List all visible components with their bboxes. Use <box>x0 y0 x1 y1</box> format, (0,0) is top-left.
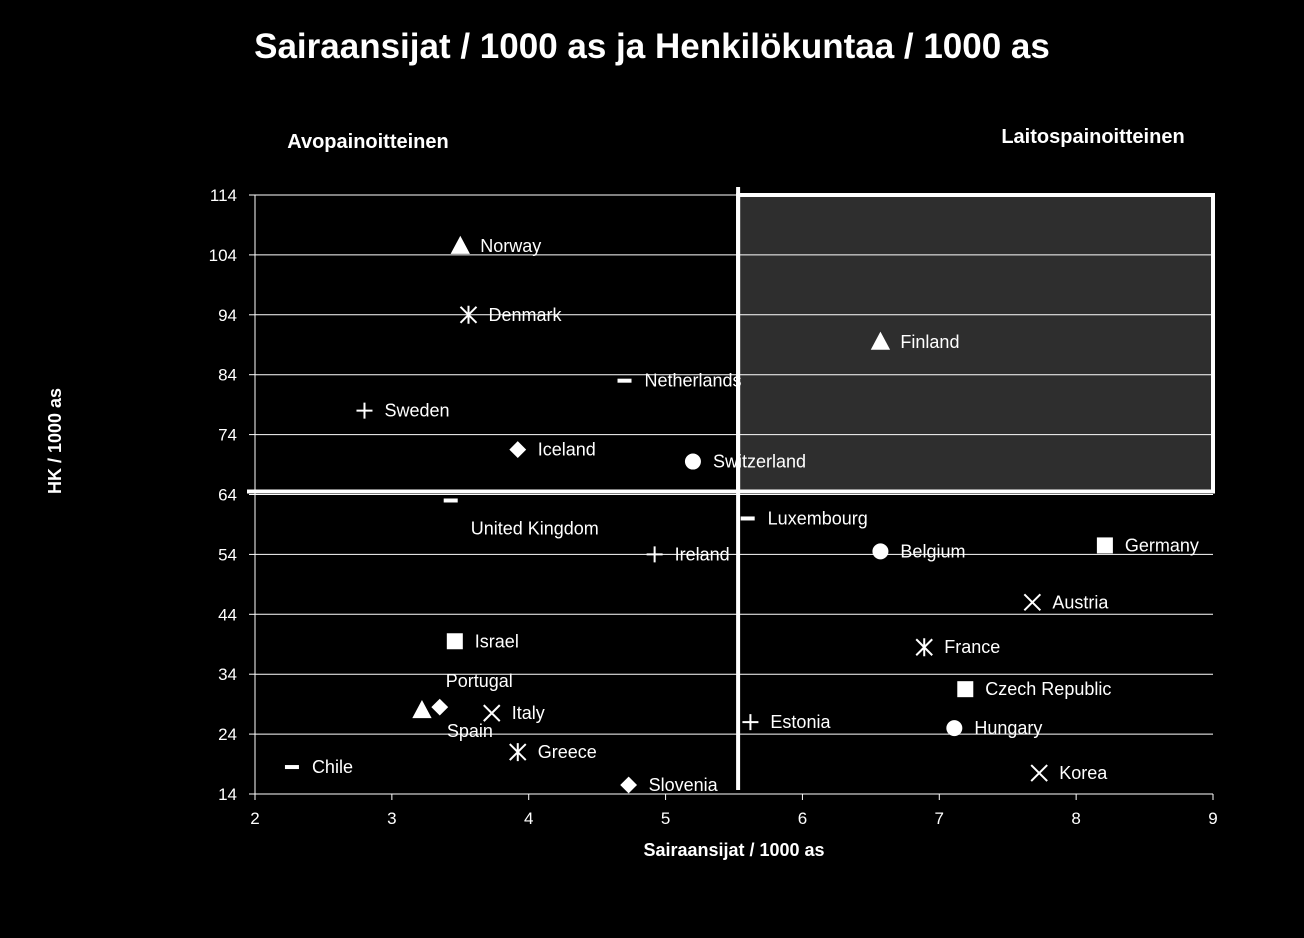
point-label: Switzerland <box>713 452 806 472</box>
point-label: Sweden <box>384 401 449 421</box>
y-tick-label: 34 <box>218 665 237 684</box>
quadrant-label-left: Avopainoitteinen <box>287 131 448 153</box>
data-point-plus <box>646 546 663 563</box>
point-label: Spain <box>447 721 493 741</box>
data-point-asterisk <box>509 743 527 762</box>
data-point-triangle <box>450 235 470 254</box>
point-label: Austria <box>1052 592 1109 612</box>
y-tick-label: 94 <box>218 306 237 325</box>
data-point-x <box>1023 593 1042 612</box>
quadrant-label-right: Laitospainoitteinen <box>1001 126 1184 148</box>
x-tick-label: 6 <box>798 809 807 828</box>
x-tick-label: 8 <box>1071 809 1080 828</box>
data-point-square <box>957 681 974 698</box>
y-tick-label: 114 <box>210 186 237 205</box>
data-point-circle <box>872 543 889 560</box>
x-axis-title: Sairaansijat / 1000 as <box>643 840 824 860</box>
point-label: Luxembourg <box>768 508 868 528</box>
data-point-circle <box>946 720 963 737</box>
point-label: Netherlands <box>645 371 742 391</box>
y-tick-label: 84 <box>218 366 237 385</box>
x-tick-label: 5 <box>661 809 670 828</box>
x-tick-label: 2 <box>250 809 259 828</box>
x-tick-label: 4 <box>524 809 533 828</box>
y-tick-label: 24 <box>218 725 237 744</box>
point-label: Portugal <box>446 671 513 691</box>
y-tick-label: 54 <box>218 545 237 564</box>
data-point-asterisk <box>915 638 933 657</box>
data-point-x <box>1030 764 1048 782</box>
point-label: Finland <box>900 332 959 352</box>
data-point-dash <box>617 378 632 383</box>
point-label: Belgium <box>900 541 965 561</box>
data-point-circle <box>684 453 701 470</box>
point-label: France <box>944 637 1000 657</box>
y-tick-label: 64 <box>218 486 237 505</box>
point-label: Korea <box>1059 763 1108 783</box>
data-point-square <box>446 633 463 650</box>
data-point-plus <box>742 714 759 731</box>
point-label: Israel <box>475 631 519 651</box>
point-label: Estonia <box>770 712 831 732</box>
point-label: Czech Republic <box>985 679 1111 699</box>
x-tick-label: 7 <box>935 809 944 828</box>
y-axis-title: HK / 1000 as <box>45 388 65 494</box>
data-point-plus <box>356 402 373 419</box>
y-tick-label: 74 <box>218 426 237 445</box>
data-point-square <box>1096 537 1113 554</box>
point-label: United Kingdom <box>471 518 599 538</box>
chart-title: Sairaansijat / 1000 as ja Henkilökuntaa … <box>254 27 1050 66</box>
point-label: Hungary <box>974 718 1042 738</box>
point-label: Italy <box>512 703 545 723</box>
data-point-x <box>483 704 501 722</box>
y-tick-label: 104 <box>209 246 237 265</box>
x-tick-label: 9 <box>1208 809 1217 828</box>
y-tick-label: 44 <box>218 605 237 624</box>
x-tick-labels: 2 3 4 5 6 7 8 9 <box>250 794 1218 828</box>
data-point-diamond <box>620 776 638 794</box>
data-point-dash <box>443 498 458 503</box>
point-label: Slovenia <box>649 775 719 795</box>
point-label: Chile <box>312 757 353 777</box>
data-point-triangle <box>870 331 891 350</box>
data-point-dash <box>740 516 755 521</box>
point-label: Norway <box>480 236 541 256</box>
data-points: Norway Denmark Finland Netherlands Sweden Ice… <box>284 235 1199 795</box>
highlight-region <box>738 195 1213 492</box>
point-label: Iceland <box>538 440 596 460</box>
point-label: Germany <box>1125 535 1199 555</box>
point-label: Denmark <box>488 305 562 325</box>
x-tick-label: 3 <box>387 809 396 828</box>
data-point-diamond <box>509 441 527 458</box>
data-point-triangle <box>412 700 432 719</box>
point-label: Greece <box>538 742 597 762</box>
gridlines <box>255 194 1213 795</box>
y-tick-labels: 14 24 34 44 54 64 74 84 94 104 114 <box>209 186 255 804</box>
data-point-dash <box>284 765 299 770</box>
y-tick-label: 14 <box>218 785 237 804</box>
data-point-diamond <box>431 698 449 716</box>
point-label: Ireland <box>675 544 730 564</box>
data-point-asterisk <box>459 305 478 324</box>
